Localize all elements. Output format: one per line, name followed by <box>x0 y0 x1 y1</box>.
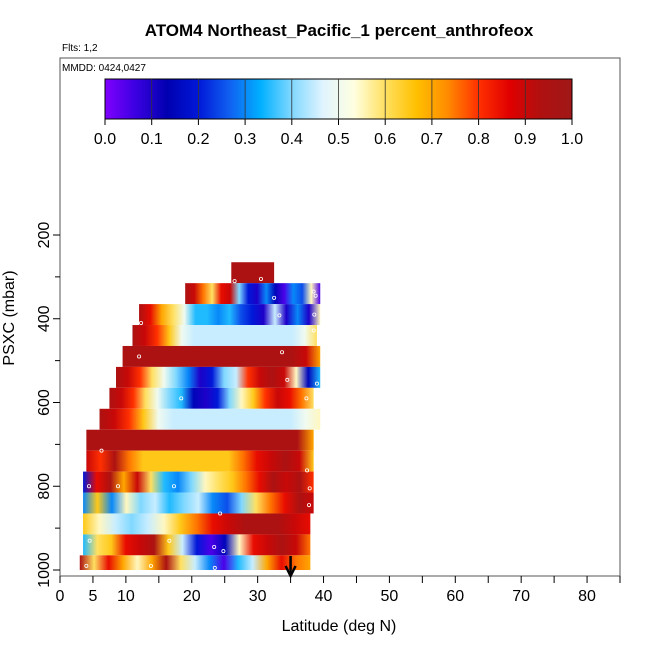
sample-point <box>115 484 120 489</box>
colorbar-tick-label: 0.0 <box>94 131 116 148</box>
x-tick-label: 5 <box>88 588 97 605</box>
sample-point <box>212 565 217 570</box>
x-tick-label: 80 <box>578 588 596 605</box>
colorbar-dividers <box>151 79 526 119</box>
sample-point <box>280 350 285 355</box>
x-tick-label: 50 <box>381 588 399 605</box>
chart-title: ATOM4 Northeast_Pacific_1 percent_anthro… <box>145 21 534 40</box>
layer-band <box>86 429 314 451</box>
sample-point <box>171 484 176 489</box>
x-tick-label: 30 <box>249 588 267 605</box>
colorbar-tick-label: 0.5 <box>327 131 349 148</box>
sample-point <box>232 279 237 284</box>
dates-label: MMDD: 0424,0427 <box>62 63 146 74</box>
layers-group <box>79 262 321 570</box>
layer-band <box>185 283 321 305</box>
y-axis-label: PSXC (mbar) <box>1 270 18 365</box>
layer-band <box>79 555 311 570</box>
sample-point <box>314 381 319 386</box>
sample-point <box>305 468 310 473</box>
y-tick-label: 400 <box>36 305 53 332</box>
colorbar-tick-label: 0.4 <box>281 131 303 148</box>
arrow-icon <box>284 556 297 579</box>
sample-point <box>212 544 217 549</box>
colorbar-tick-label: 0.9 <box>514 131 536 148</box>
x-tick-label: 10 <box>117 588 135 605</box>
x-tick-label: 60 <box>446 588 464 605</box>
sample-point <box>304 396 309 401</box>
sample-point <box>179 396 184 401</box>
colorbar-tick-label: 0.3 <box>234 131 256 148</box>
y-tick-label: 600 <box>36 389 53 416</box>
layer-band <box>86 450 314 472</box>
layer-band <box>132 325 317 346</box>
x-tick-label: 0 <box>56 588 65 605</box>
colorbar-tick-label: 0.6 <box>374 131 396 148</box>
y-tick-label: 800 <box>36 473 53 500</box>
x-axis: 0 5 10 20 30 40 50 60 70 80 <box>56 576 621 605</box>
x-tick-label: 70 <box>512 588 530 605</box>
colorbar-tick-label: 0.7 <box>421 131 443 148</box>
sample-point <box>218 511 223 516</box>
sample-point <box>285 377 290 382</box>
layer-band <box>83 513 311 535</box>
sample-point <box>313 293 318 298</box>
sample-point <box>307 503 312 508</box>
colorbar-tick-label: 0.8 <box>467 131 489 148</box>
x-tick-label: 20 <box>183 588 201 605</box>
sample-point <box>137 354 142 359</box>
layer-band <box>99 408 321 430</box>
sample-point <box>311 289 316 294</box>
y-tick-label: 200 <box>36 222 53 249</box>
arrow-head <box>284 565 297 579</box>
sample-point <box>272 295 277 300</box>
colorbar-tick-label: 0.1 <box>141 131 163 148</box>
layer-band <box>109 387 314 409</box>
flights-label: Flts: 1,2 <box>62 43 98 54</box>
layer-band <box>122 345 321 367</box>
layer-band <box>83 471 314 493</box>
colorbar-tick-label: 1.0 <box>561 131 583 148</box>
sample-point <box>99 448 104 453</box>
sample-point <box>258 276 263 281</box>
y-axis: 200 400 600 800 1000 <box>36 222 60 588</box>
sample-point <box>307 486 312 491</box>
sample-point <box>311 328 316 333</box>
sample-point <box>87 538 92 543</box>
x-axis-label: Latitude (deg N) <box>282 618 397 635</box>
layer-band <box>231 262 275 284</box>
sample-point <box>277 313 282 318</box>
sample-point <box>139 320 144 325</box>
sample-point <box>148 563 153 568</box>
sample-point <box>86 484 91 489</box>
sample-points-group <box>84 276 319 570</box>
x-tick-label: 40 <box>315 588 333 605</box>
plot-frame <box>59 57 621 577</box>
sample-point <box>221 549 226 554</box>
layer-band <box>139 304 321 326</box>
y-tick-label: 1000 <box>36 552 53 588</box>
sample-point <box>167 538 172 543</box>
colorbar-ticks: 0.0 0.1 0.2 0.3 0.4 0.5 0.6 0.7 0.8 0.9 1.0 <box>94 119 583 148</box>
layer-band <box>83 492 314 514</box>
layer-band <box>83 534 311 556</box>
colorbar-tick-label: 0.2 <box>187 131 209 148</box>
sample-point <box>312 312 317 317</box>
sample-point <box>84 563 89 568</box>
layer-band <box>116 366 321 388</box>
